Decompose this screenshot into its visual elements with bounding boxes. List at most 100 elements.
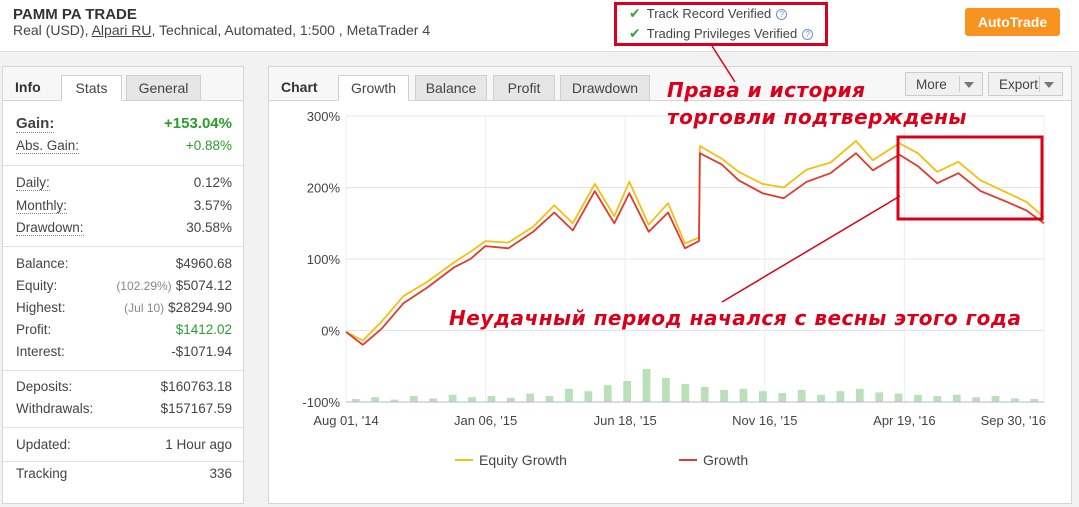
chart-grid	[345, 115, 1045, 403]
info-panel-title: Info	[15, 79, 41, 95]
stat-label: Withdrawals:	[16, 401, 94, 416]
volume-bar	[991, 396, 1000, 402]
y-tick-label: -100%	[302, 395, 340, 410]
volume-bar	[584, 391, 593, 402]
annotation-verified-line1: Права и история	[667, 78, 866, 102]
volume-bar	[429, 398, 438, 402]
help-icon[interactable]: ?	[776, 9, 788, 20]
volume-bar	[758, 391, 767, 402]
verified-label: Trading Privileges Verified	[646, 26, 798, 41]
divider	[3, 427, 243, 428]
stat-value: 0.12%	[193, 175, 232, 190]
verified-label: Track Record Verified	[646, 6, 772, 21]
tab-general[interactable]: General	[126, 75, 201, 101]
export-dropdown[interactable]: Export	[988, 72, 1063, 96]
stat-label: Balance:	[16, 256, 69, 271]
stat-date: (Jul 10)	[124, 301, 165, 315]
tab-growth[interactable]: Growth	[338, 75, 409, 101]
annotation-verified-line2: торговли подтверждены	[667, 105, 967, 129]
legend-label: Growth	[703, 452, 748, 468]
volume-bar	[797, 390, 806, 402]
volume-bar	[1030, 399, 1039, 402]
volume-bar	[371, 397, 379, 402]
x-tick-label: Aug 01, '14	[313, 413, 378, 428]
account-subtitle: Real (USD), Alpari RU, Technical, Automa…	[13, 22, 430, 38]
stat-interest: Interest: -$1071.94	[16, 344, 232, 364]
stat-label: Updated:	[16, 437, 71, 452]
y-tick-label: 200%	[307, 181, 341, 196]
volume-bar	[681, 384, 690, 402]
help-icon[interactable]: ?	[802, 29, 814, 40]
stat-value: $1412.02	[175, 322, 232, 337]
stat-updated: Updated: 1 Hour ago	[16, 437, 232, 457]
stat-value: +153.04%	[164, 115, 232, 132]
y-tick-label: 100%	[307, 252, 341, 267]
stat-percent: (102.29%)	[116, 279, 172, 293]
stat-value: +0.88%	[185, 138, 232, 153]
stat-highest: Highest: (Jul 10) $28294.90	[16, 300, 232, 320]
stat-label: Daily:	[16, 175, 50, 191]
broker-link[interactable]: Alpari RU	[91, 22, 152, 38]
checkmark-icon: ✔	[629, 5, 641, 21]
legend-label: Equity Growth	[479, 452, 567, 468]
verification-box: ✔ Track Record Verified? ✔ Trading Privile…	[614, 2, 828, 46]
stat-deposits: Deposits: $160763.18	[16, 379, 232, 399]
tab-profit[interactable]: Profit	[493, 75, 555, 101]
account-details: , Technical, Automated, 1:500 , MetaTrad…	[151, 22, 431, 38]
stat-abs-gain: Abs. Gain: +0.88%	[16, 138, 232, 158]
x-tick-label: Nov 16, '15	[732, 413, 797, 428]
divider	[1039, 76, 1040, 92]
x-tick-label: Sep 30, '16	[981, 413, 1046, 428]
volume-bar	[817, 394, 825, 402]
y-tick-label: 300%	[307, 109, 341, 124]
volume-bar	[700, 387, 709, 402]
tab-drawdown[interactable]: Drawdown	[560, 75, 650, 101]
x-tick-label: Jan 06, '15	[454, 413, 517, 428]
stat-label: Gain:	[16, 115, 55, 133]
stat-value: $157167.59	[160, 401, 232, 416]
volume-bar	[545, 396, 554, 402]
tab-balance[interactable]: Balance	[415, 75, 487, 101]
divider	[3, 370, 243, 371]
checkmark-icon: ✔	[629, 25, 641, 41]
volume-bar	[739, 388, 748, 402]
volume-bars	[351, 369, 1039, 402]
stat-value: -$1071.94	[171, 344, 232, 359]
more-dropdown[interactable]: More	[905, 72, 983, 96]
info-tabbar: Info Stats General	[3, 67, 243, 101]
volume-bar	[642, 369, 651, 402]
more-label: More	[916, 76, 947, 92]
account-title: PAMM PA TRADE	[13, 6, 137, 23]
volume-bar	[836, 391, 845, 402]
volume-bar	[662, 378, 670, 402]
stat-value-group: (102.29%) $5074.12	[116, 278, 232, 293]
stat-withdrawals: Withdrawals: $157167.59	[16, 401, 232, 421]
stat-label: Tracking	[16, 466, 68, 481]
stat-label: Profit:	[16, 322, 52, 337]
volume-bar	[914, 394, 922, 402]
stat-value: 3.57%	[193, 198, 232, 213]
stat-drawdown: Drawdown: 30.58%	[16, 220, 232, 240]
divider	[3, 246, 243, 247]
volume-bar	[894, 393, 903, 402]
account-type: Real (USD),	[13, 22, 89, 38]
volume-bar	[390, 399, 399, 402]
volume-bar	[720, 390, 728, 402]
account-header: PAMM PA TRADE Real (USD), Alpari RU, Tec…	[0, 0, 1079, 52]
stat-label: Deposits:	[16, 379, 73, 394]
stat-value: $28294.90	[168, 300, 232, 315]
stat-label: Abs. Gain:	[16, 138, 80, 154]
tab-stats[interactable]: Stats	[61, 75, 122, 101]
verified-item-privileges: ✔ Trading Privileges Verified?	[629, 25, 814, 42]
stat-label: Interest:	[16, 344, 65, 359]
volume-bar	[972, 397, 981, 402]
chevron-down-icon	[1044, 82, 1054, 88]
chart-panel: Chart Growth Balance Profit Drawdown Mor…	[268, 66, 1072, 504]
volume-bar	[487, 396, 496, 402]
divider	[3, 165, 243, 166]
volume-bar	[506, 397, 515, 402]
stat-value-group: (Jul 10) $28294.90	[124, 300, 232, 315]
autotrade-button[interactable]: AutoTrade	[965, 8, 1060, 36]
volume-bar	[623, 381, 632, 402]
chart-tabbar: Chart Growth Balance Profit Drawdown Mor…	[269, 67, 1071, 101]
